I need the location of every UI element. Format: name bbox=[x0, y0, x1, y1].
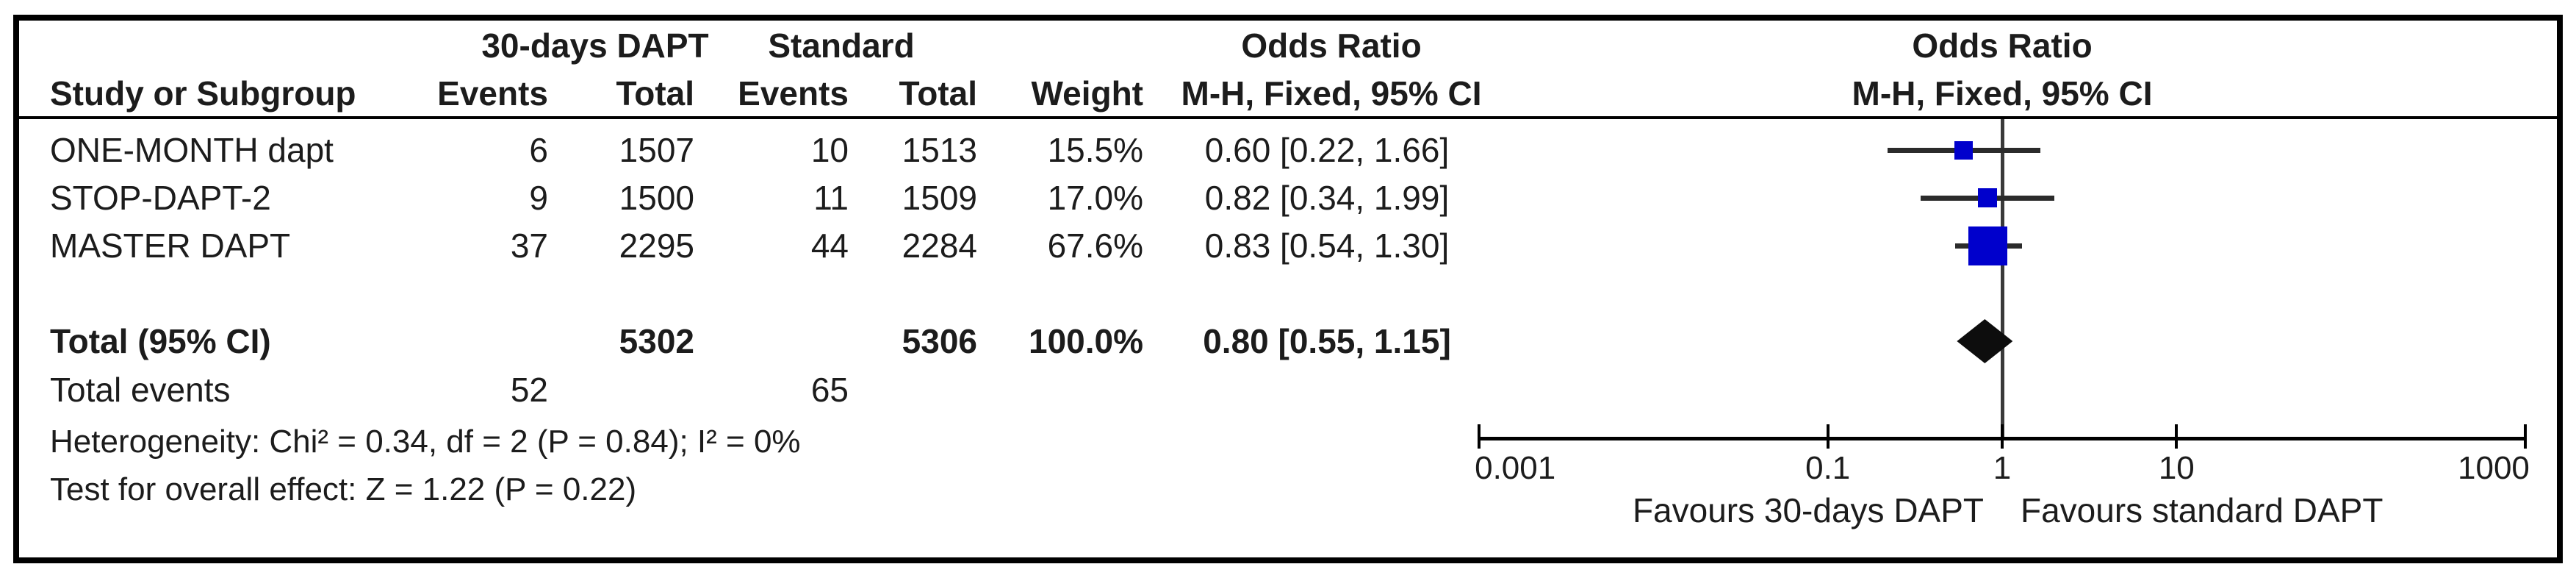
study-name-cell: ONE-MONTH dapt bbox=[50, 131, 334, 169]
total1-cell: 1500 bbox=[619, 179, 694, 217]
favours-right-label: Favours standard DAPT bbox=[2021, 491, 2383, 529]
events2-cell: 44 bbox=[810, 226, 849, 265]
favours-left-label: Favours 30-days DAPT bbox=[1632, 491, 1984, 529]
total-events-group1: 52 bbox=[510, 371, 548, 409]
axis-tick bbox=[2175, 424, 2179, 449]
or-ci-cell: 0.60 [0.22, 1.66] bbox=[1204, 131, 1450, 169]
axis-tick-label: 10 bbox=[2158, 450, 2195, 486]
null-effect-line bbox=[2001, 119, 2004, 437]
events2-column-header: Events bbox=[738, 74, 849, 113]
events1-cell: 37 bbox=[510, 226, 548, 265]
total1-column-header: Total bbox=[616, 74, 694, 113]
total-row-total2: 5306 bbox=[902, 322, 977, 360]
total-row-or: 0.80 [0.55, 1.15] bbox=[1203, 322, 1451, 360]
axis-tick bbox=[1478, 424, 1481, 449]
weight-cell: 15.5% bbox=[1047, 131, 1143, 169]
effect-size-square bbox=[1977, 188, 1997, 207]
axis-tick bbox=[2001, 424, 2004, 449]
or-method-header: M-H, Fixed, 95% CI bbox=[1181, 74, 1482, 113]
total-row-weight: 100.0% bbox=[1028, 322, 1143, 360]
events1-cell: 9 bbox=[529, 179, 548, 217]
events2-cell: 11 bbox=[813, 179, 849, 217]
events2-cell: 10 bbox=[810, 131, 849, 169]
heterogeneity-text: Heterogeneity: Chi² = 0.34, df = 2 (P = … bbox=[50, 424, 801, 460]
group2-header: Standard bbox=[768, 26, 915, 65]
axis-tick-label: 1 bbox=[1993, 450, 2012, 486]
total-row-label: Total (95% CI) bbox=[50, 322, 271, 360]
study-name-cell: MASTER DAPT bbox=[50, 226, 291, 265]
weight-column-header: Weight bbox=[1031, 74, 1143, 113]
effect-size-square bbox=[1954, 140, 1973, 160]
axis-tick-label: 1000 bbox=[2458, 450, 2530, 486]
total-events-label: Total events bbox=[50, 371, 231, 409]
figure-border bbox=[13, 15, 2563, 563]
effect-size-square bbox=[1968, 226, 2008, 265]
study-name-cell: STOP-DAPT-2 bbox=[50, 179, 271, 217]
axis-tick-label: 0.001 bbox=[1475, 450, 1556, 486]
or-ci-cell: 0.83 [0.54, 1.30] bbox=[1204, 226, 1450, 265]
total2-cell: 2284 bbox=[902, 226, 977, 265]
total2-cell: 1513 bbox=[902, 131, 977, 169]
total1-cell: 1507 bbox=[619, 131, 694, 169]
weight-cell: 67.6% bbox=[1047, 226, 1143, 265]
total2-column-header: Total bbox=[899, 74, 977, 113]
plot-method-header: M-H, Fixed, 95% CI bbox=[1852, 74, 2153, 113]
axis-tick bbox=[2523, 424, 2527, 449]
study-column-header: Study or Subgroup bbox=[50, 74, 356, 113]
total-events-group2: 65 bbox=[810, 371, 849, 409]
total-row-total1: 5302 bbox=[619, 322, 694, 360]
overall-effect-text: Test for overall effect: Z = 1.22 (P = 0… bbox=[50, 471, 637, 507]
events1-cell: 6 bbox=[529, 131, 548, 169]
weight-cell: 17.0% bbox=[1047, 179, 1143, 217]
group1-header: 30-days DAPT bbox=[481, 26, 709, 65]
header-separator-line bbox=[19, 116, 2557, 119]
or-ci-cell: 0.82 [0.34, 1.99] bbox=[1204, 179, 1450, 217]
total1-cell: 2295 bbox=[619, 226, 694, 265]
plot-header: Odds Ratio bbox=[1912, 26, 2093, 65]
total2-cell: 1509 bbox=[902, 179, 977, 217]
events1-column-header: Events bbox=[437, 74, 548, 113]
axis-tick-label: 0.1 bbox=[1805, 450, 1851, 486]
axis-tick bbox=[1826, 424, 1830, 449]
or-column-header: Odds Ratio bbox=[1241, 26, 1422, 65]
